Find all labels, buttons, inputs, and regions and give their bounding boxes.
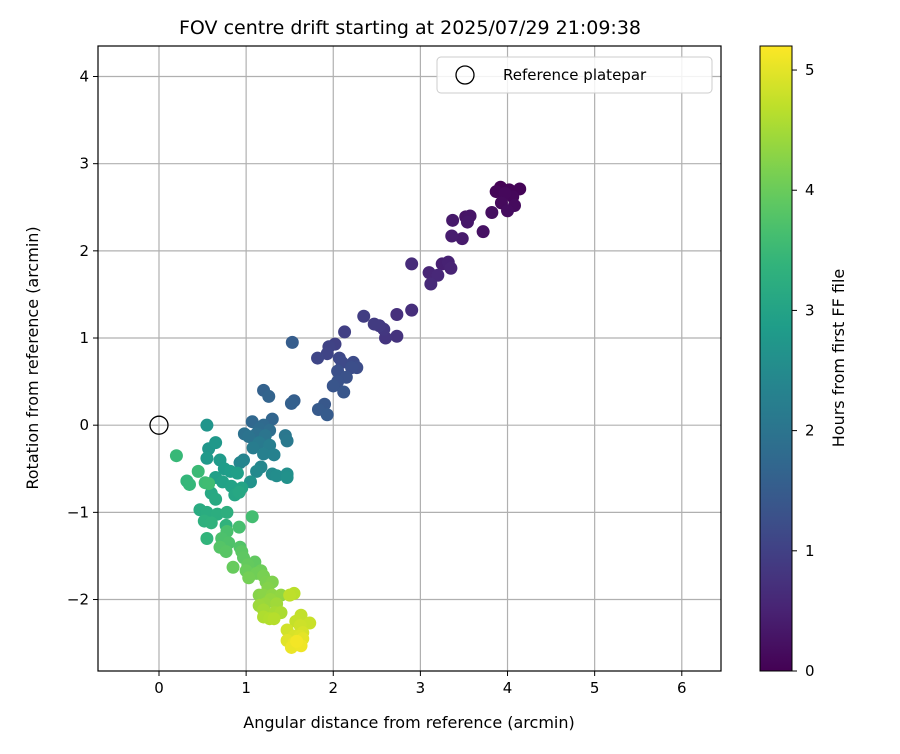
colorbar-tick-label: 0 bbox=[805, 662, 815, 680]
data-point bbox=[367, 317, 381, 331]
data-point bbox=[405, 303, 419, 317]
data-point bbox=[246, 441, 260, 455]
data-point bbox=[405, 257, 419, 271]
data-point bbox=[204, 516, 218, 530]
data-point bbox=[320, 408, 334, 422]
data-point bbox=[431, 268, 445, 282]
data-point bbox=[280, 434, 294, 448]
data-point bbox=[169, 449, 183, 463]
data-point bbox=[182, 477, 196, 491]
data-point bbox=[290, 634, 304, 648]
x-tick-label: 2 bbox=[328, 679, 338, 697]
legend-label: Reference platepar bbox=[503, 66, 647, 84]
y-tick-label: 1 bbox=[79, 329, 89, 347]
axis-ticks: 0 1 2 3 4 5 6 −2 −1 0 1 2 3 4 bbox=[67, 68, 687, 697]
data-point bbox=[226, 560, 240, 574]
colorbar-tick-label: 4 bbox=[805, 181, 815, 199]
data-point bbox=[242, 430, 256, 444]
data-point bbox=[230, 466, 244, 480]
x-tick-label: 3 bbox=[416, 679, 426, 697]
data-point bbox=[424, 277, 438, 291]
data-point bbox=[233, 456, 247, 470]
data-point bbox=[200, 418, 214, 432]
data-point bbox=[242, 571, 256, 585]
data-point bbox=[232, 485, 246, 499]
data-point bbox=[460, 215, 474, 229]
data-point bbox=[220, 505, 234, 519]
data-point bbox=[200, 532, 214, 546]
data-point bbox=[337, 385, 351, 399]
data-point bbox=[262, 389, 276, 403]
data-point bbox=[444, 261, 458, 275]
data-point bbox=[257, 447, 271, 461]
plot-frame bbox=[97, 45, 722, 672]
data-point bbox=[345, 361, 359, 375]
colorbar-tick-label: 3 bbox=[805, 301, 815, 319]
colorbar-tick-label: 2 bbox=[805, 422, 815, 440]
y-tick-label: 0 bbox=[79, 416, 89, 434]
colorbar-tick-label: 5 bbox=[805, 61, 815, 79]
data-point bbox=[245, 510, 259, 524]
y-tick-label: 2 bbox=[79, 242, 89, 260]
data-point bbox=[267, 612, 281, 626]
data-point bbox=[200, 451, 214, 465]
data-point bbox=[250, 464, 264, 478]
data-point bbox=[219, 545, 233, 559]
colorbar: 0 1 2 3 4 5 Hours from first FF file bbox=[759, 45, 848, 680]
data-point bbox=[390, 329, 404, 343]
reference-platepar-marker bbox=[149, 415, 169, 435]
data-point bbox=[283, 588, 297, 602]
data-point bbox=[390, 307, 404, 321]
data-point bbox=[280, 470, 294, 484]
data-point bbox=[209, 436, 223, 450]
data-point bbox=[501, 204, 515, 218]
data-point bbox=[285, 335, 299, 349]
data-points bbox=[149, 180, 527, 654]
data-point bbox=[446, 213, 460, 227]
colorbar-gradient bbox=[759, 45, 793, 672]
data-point bbox=[455, 232, 469, 246]
data-point bbox=[270, 469, 284, 483]
data-point bbox=[338, 325, 352, 339]
x-axis-label: Angular distance from reference (arcmin) bbox=[243, 713, 574, 732]
y-tick-label: −1 bbox=[67, 503, 89, 521]
colorbar-label: Hours from first FF file bbox=[829, 269, 848, 448]
y-tick-label: 4 bbox=[79, 68, 89, 86]
data-point bbox=[326, 379, 340, 393]
data-point bbox=[209, 492, 223, 506]
x-tick-label: 4 bbox=[503, 679, 513, 697]
data-point bbox=[232, 520, 246, 534]
colorbar-tick-label: 1 bbox=[805, 542, 815, 560]
data-point bbox=[191, 464, 205, 478]
data-point bbox=[202, 477, 216, 491]
x-tick-label: 6 bbox=[677, 679, 687, 697]
x-tick-label: 5 bbox=[590, 679, 600, 697]
data-point bbox=[311, 351, 325, 365]
x-tick-label: 1 bbox=[241, 679, 251, 697]
legend-box bbox=[436, 56, 713, 94]
data-point bbox=[445, 229, 459, 243]
y-axis-label: Rotation from reference (arcmin) bbox=[23, 226, 42, 489]
colorbar-ticks: 0 1 2 3 4 5 bbox=[792, 61, 815, 680]
y-tick-label: 3 bbox=[79, 155, 89, 173]
data-point bbox=[476, 225, 490, 239]
x-tick-label: 0 bbox=[154, 679, 164, 697]
legend-marker-open-circle bbox=[455, 65, 475, 85]
data-point bbox=[284, 396, 298, 410]
data-point bbox=[357, 309, 371, 323]
data-point bbox=[267, 448, 281, 462]
data-point bbox=[485, 205, 499, 219]
y-tick-label: −2 bbox=[67, 591, 89, 609]
chart-title: FOV centre drift starting at 2025/07/29 … bbox=[179, 17, 641, 39]
legend: Reference platepar bbox=[436, 56, 713, 94]
